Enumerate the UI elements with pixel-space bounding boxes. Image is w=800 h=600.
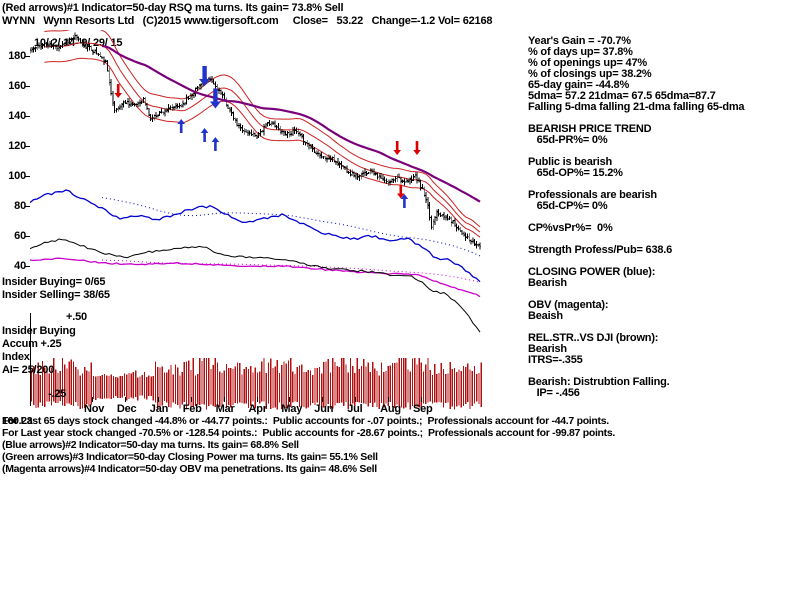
stats-line: % of openings up= 47%	[528, 57, 647, 69]
y-axis-tick	[25, 116, 30, 117]
y-axis-tick	[25, 86, 30, 87]
ai-scale-bottom: -.25	[48, 388, 67, 400]
stats-line: Bearish	[528, 277, 567, 289]
stats-line: CLOSING POWER (blue):	[528, 266, 656, 278]
stats-panel: Year's Gain = -70.7%% of days up= 37.8%%…	[528, 35, 745, 399]
month-tick	[355, 397, 357, 402]
y-axis-label: 180	[8, 50, 26, 62]
footer-line: (Green arrows)#3 Indicator=50-day Closin…	[2, 451, 378, 463]
ai-scale-top: +.50	[66, 311, 87, 323]
red-down-arrow	[393, 141, 401, 155]
overlap-fragment: 160.23	[2, 415, 33, 427]
month-label: Feb	[182, 403, 202, 415]
y-axis-label: 140	[8, 110, 26, 122]
month-tick	[223, 397, 225, 402]
month-label: Dec	[116, 403, 137, 415]
stats-line: BEARISH PRICE TREND	[528, 123, 652, 135]
stats-line: Beaish	[528, 310, 563, 322]
insider-buying-stat: Insider Buying= 0/65	[2, 276, 106, 288]
y-axis-label: 40	[14, 260, 26, 272]
month-label: Aug	[380, 403, 401, 415]
month-tick	[322, 397, 324, 402]
stats-line: 5dma= 57.2 21dma= 67.5 65dma=87.7	[528, 90, 716, 102]
y-axis-tick	[25, 56, 30, 57]
red-down-arrow	[413, 141, 421, 155]
y-axis-label: 80	[14, 200, 26, 212]
ai-count-label: AI= 25/200	[2, 364, 55, 376]
blue-down-arrow	[209, 88, 221, 109]
stats-line: Public is bearish	[528, 156, 613, 168]
month-tick	[388, 397, 390, 402]
stats-line: Year's Gain = -70.7%	[528, 35, 631, 47]
month-label: Jul	[347, 403, 363, 415]
stats-line: % of closings up= 38.2%	[528, 68, 652, 80]
blue-up-arrow	[200, 128, 209, 142]
stats-line: ITRS=-.355	[528, 354, 583, 366]
month-tick	[289, 397, 291, 402]
stats-line: 65d-CP%= 0%	[528, 200, 608, 212]
stats-line: % of days up= 37.8%	[528, 46, 633, 58]
blue-up-arrow	[177, 119, 185, 133]
stats-line: 65d-PR%= 0%	[528, 134, 608, 146]
y-axis-tick	[25, 266, 30, 267]
page-title: WYNN Wynn Resorts Ltd (C)2015 www.tigers…	[2, 15, 493, 27]
month-label: Jan	[149, 403, 169, 415]
stats-line: CP%vsPr%= 0%	[528, 222, 613, 234]
month-tick	[421, 397, 422, 402]
footer-line: (Magenta arrows)#4 Indicator=50-day OBV …	[2, 463, 377, 475]
month-label: Nov	[84, 403, 105, 415]
y-axis-tick	[25, 146, 30, 147]
month-tick	[124, 397, 126, 402]
y-axis-label: 160	[8, 80, 26, 92]
y-axis-tick	[25, 206, 30, 207]
month-label: Mar	[215, 403, 235, 415]
y-axis-label: 120	[8, 140, 26, 152]
stats-line: 65-day gain= -44.8%	[528, 79, 630, 91]
month-label: May	[281, 403, 303, 415]
accum-index-label-2: Accum +.25	[2, 338, 62, 350]
month-label: Sep	[413, 403, 433, 415]
month-tick	[256, 397, 258, 402]
month-label: Jun	[314, 403, 334, 415]
accumulation-index-chart	[30, 358, 482, 410]
footer-line: For Last 65 days stock changed -44.8% or…	[2, 415, 609, 427]
month-tick	[190, 397, 192, 402]
y-axis-tick	[25, 176, 30, 177]
y-axis-label: 60	[14, 230, 26, 242]
ai-axis-line	[30, 313, 31, 406]
stats-line: Strength Profess/Pub= 638.6	[528, 244, 673, 256]
stats-line: REL.STR..VS DJI (brown):	[528, 332, 659, 344]
stats-line: OBV (magenta):	[528, 299, 609, 311]
stats-line: IP= -.456	[528, 387, 580, 399]
price-chart	[30, 30, 482, 333]
y-axis-label: 100	[8, 170, 26, 182]
month-label: Apr	[248, 403, 268, 415]
red-down-arrow	[397, 184, 405, 199]
blue-up-arrow	[400, 194, 409, 208]
accum-index-label-1: Insider Buying	[2, 325, 76, 337]
insider-selling-stat: Insider Selling= 38/65	[2, 289, 110, 301]
red-down-arrow	[114, 84, 122, 98]
footer-notes: For Last 65 days stock changed -44.8% or…	[2, 415, 615, 475]
month-tick	[157, 397, 159, 402]
y-axis-tick	[25, 236, 30, 237]
stats-line: Bearish	[528, 343, 567, 355]
stats-line: Bearish: Distrubtion Falling.	[528, 376, 670, 388]
month-tick	[92, 397, 93, 402]
blue-up-arrow	[211, 137, 220, 151]
footer-line: (Blue arrows)#2 Indicator=50-day ma turn…	[2, 439, 299, 451]
stats-line: Falling 5-dma falling 21-dma falling 65-…	[528, 101, 745, 113]
stats-line: 65d-OP%= 15.2%	[528, 167, 623, 179]
indicator1-caption: (Red arrows)#1 Indicator=50-day RSQ ma t…	[2, 2, 344, 14]
stats-line: Professionals are bearish	[528, 189, 657, 201]
footer-line: For Last year stock changed -70.5% or -1…	[2, 427, 616, 439]
accum-index-label-3: Index	[2, 351, 30, 363]
blue-down-arrow	[199, 66, 211, 86]
